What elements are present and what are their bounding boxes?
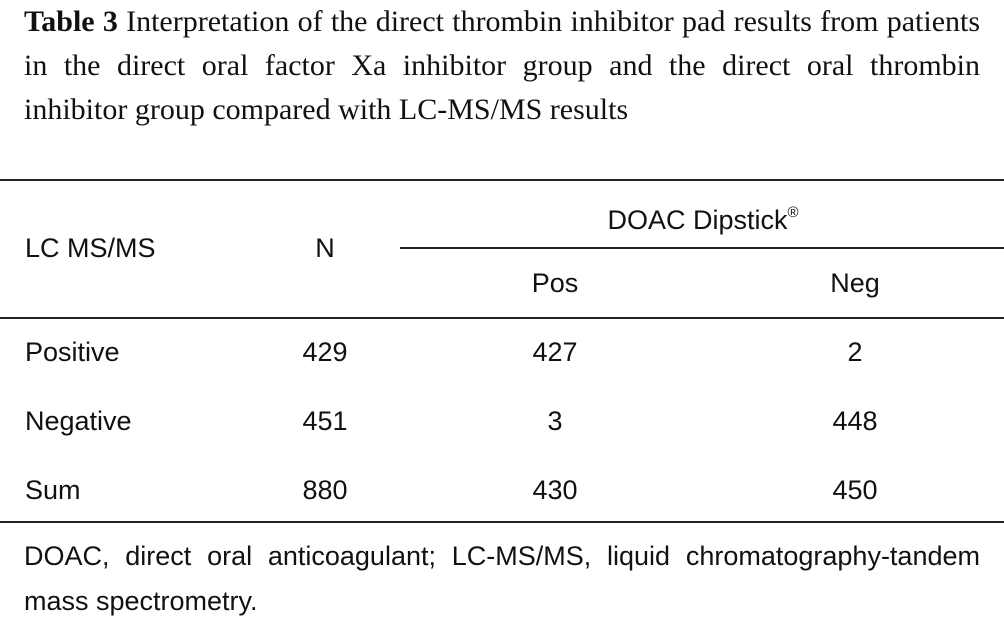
footnote: DOAC, direct oral anticoagulant; LC-MS/M…	[24, 541, 980, 616]
header-cell: LC MS/MS	[25, 233, 156, 263]
header-cell: Pos	[531, 268, 579, 298]
group-rule	[400, 247, 1004, 249]
table-cell: 450	[832, 475, 878, 505]
table-cell: 3	[547, 406, 563, 436]
bottom-rule	[0, 521, 1004, 523]
table-cell: 427	[532, 337, 578, 367]
table-cell: 430	[532, 475, 578, 505]
table-caption: Table 3 Interpretation of the direct thr…	[24, 0, 980, 132]
table-cell: 2	[847, 337, 863, 367]
superscript: ®	[787, 204, 799, 221]
header-group: DOAC Dipstick®	[607, 197, 798, 236]
header-cell: DOAC Dipstick	[607, 205, 788, 235]
table-cell: 880	[302, 475, 348, 505]
header-cell: N	[315, 233, 335, 263]
table-cell: 429	[302, 337, 348, 367]
table-cell: Sum	[25, 475, 81, 505]
header-rule	[0, 317, 1004, 319]
header-cell: Neg	[830, 268, 880, 298]
table-cell: Positive	[25, 337, 120, 367]
table-cell: 451	[302, 406, 348, 436]
top-rule	[0, 179, 1004, 181]
table-cell: Negative	[25, 406, 132, 436]
caption-label: Table 3	[24, 5, 118, 38]
caption-text: Interpretation of the direct thrombin in…	[24, 5, 981, 126]
table-cell: 448	[832, 406, 878, 436]
